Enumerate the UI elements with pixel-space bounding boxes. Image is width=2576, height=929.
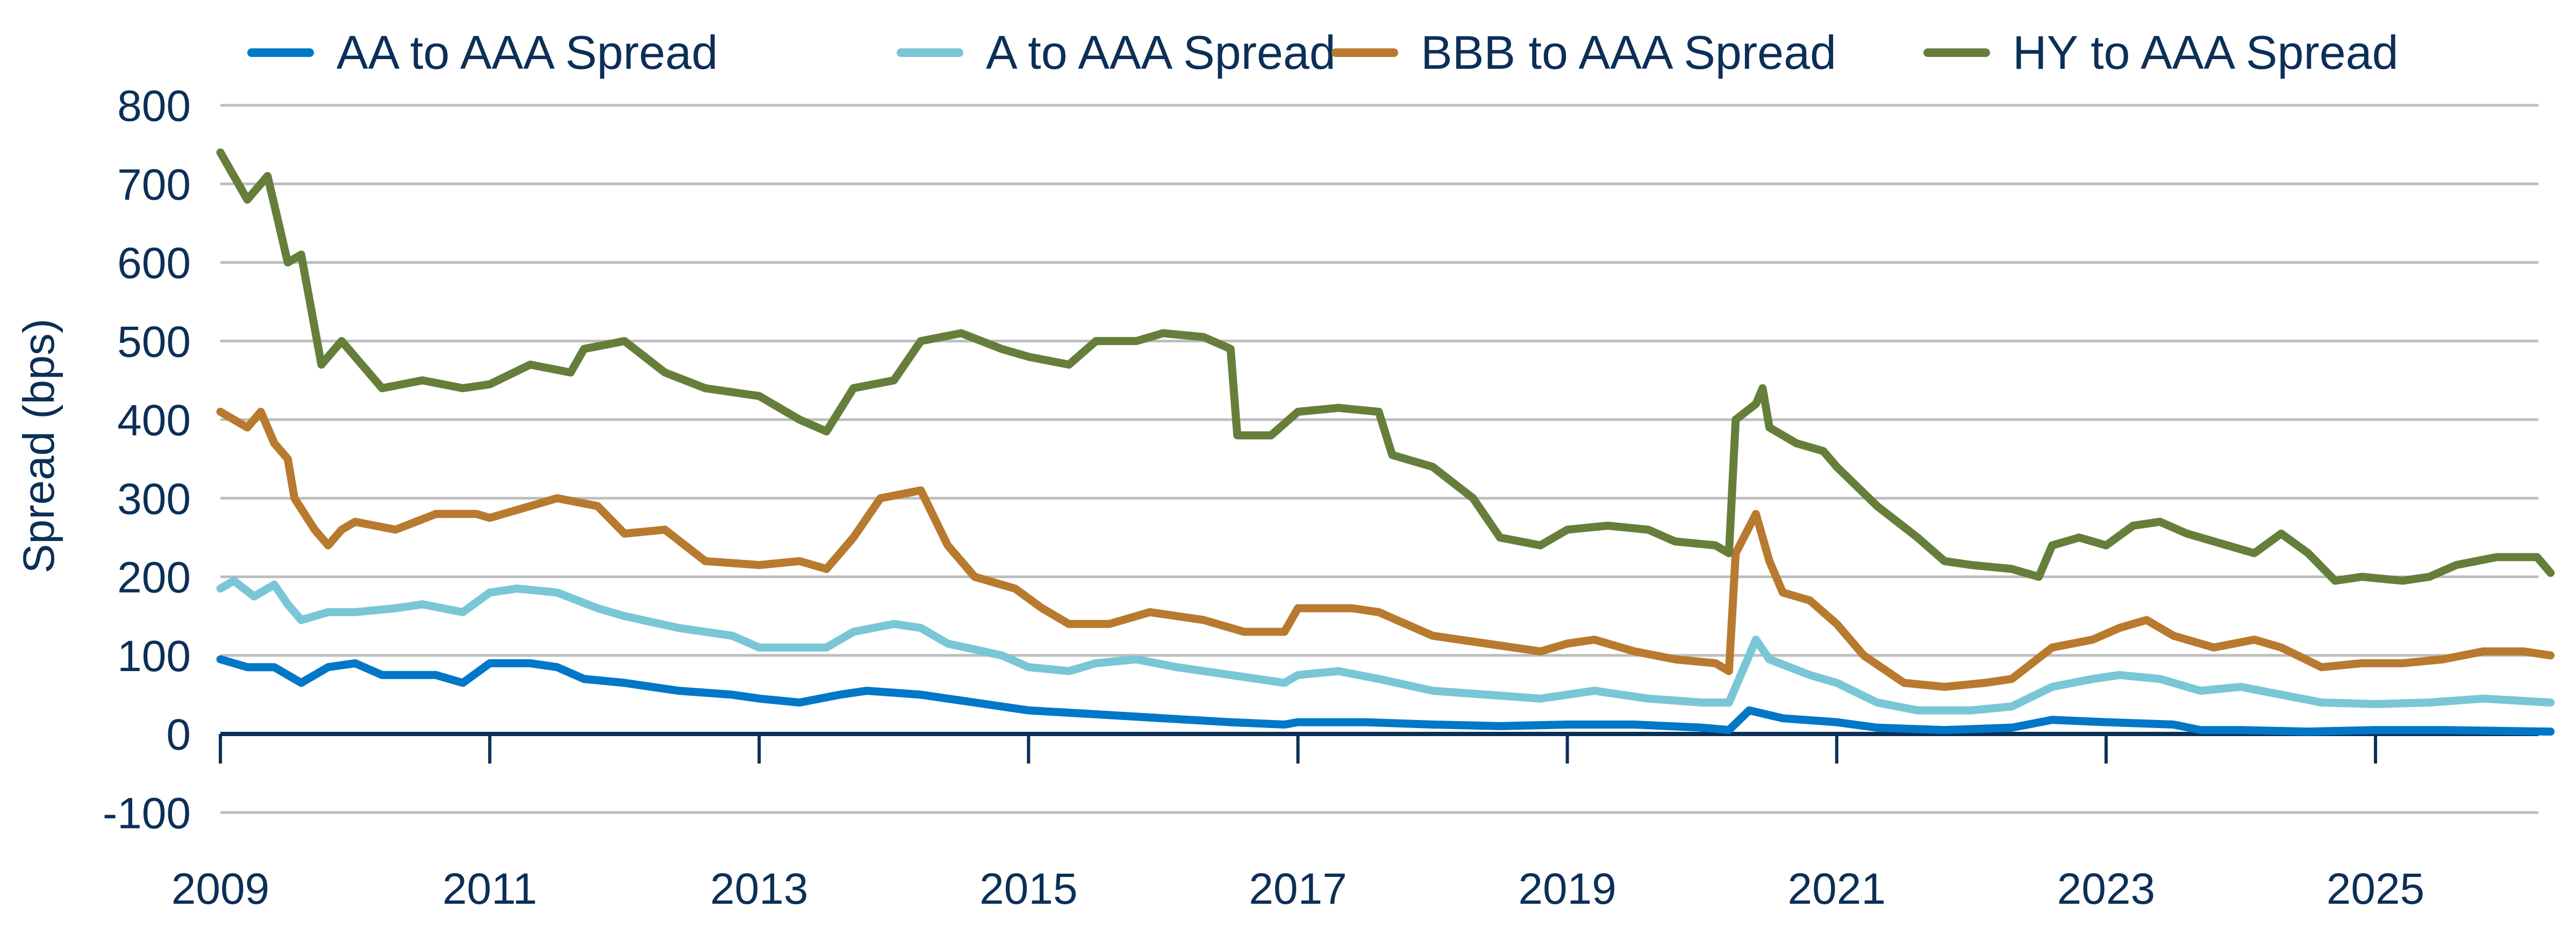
x-tick-label: 2021 — [1788, 865, 1886, 913]
series-lines — [216, 148, 2555, 736]
x-tick-label: 2015 — [979, 865, 1077, 913]
series-line-0 — [216, 655, 2555, 736]
y-tick-label: -100 — [103, 789, 191, 838]
x-tick-label: 2013 — [710, 865, 808, 913]
series-line-3 — [216, 148, 2555, 585]
x-tick-label: 2025 — [2327, 865, 2424, 913]
x-tick-label: 2009 — [171, 865, 269, 913]
y-axis-label: Spread (bps) — [15, 319, 63, 573]
x-axis: 2009 2011 2013 2015 2017 2019 2021 2023 2025 — [171, 732, 2538, 913]
legend-item: BBB to AAA Spread — [1332, 26, 1836, 79]
y-tick-label: 400 — [117, 396, 191, 445]
x-tick-label: 2017 — [1249, 865, 1347, 913]
legend-item: HY to AAA Spread — [1923, 26, 2399, 79]
y-axis-ticks: 800 700 600 500 400 300 200 100 0 -100 — [103, 82, 191, 838]
legend-label: AA to AAA Spread — [337, 26, 718, 79]
y-tick-label: 300 — [117, 474, 191, 523]
y-tick-label: 200 — [117, 553, 191, 602]
x-tick-label: 2023 — [2057, 865, 2155, 913]
y-tick-label: 100 — [117, 632, 191, 681]
y-tick-label: 700 — [117, 160, 191, 209]
x-tick-label: 2019 — [1518, 865, 1616, 913]
gridlines — [220, 104, 2538, 814]
series-line-1 — [216, 577, 2555, 715]
legend-label: BBB to AAA Spread — [1421, 26, 1836, 79]
legend-label: HY to AAA Spread — [2013, 26, 2399, 79]
y-tick-label: 800 — [117, 82, 191, 131]
legend-label: A to AAA Spread — [986, 26, 1336, 79]
series-line-2 — [216, 407, 2555, 691]
y-tick-label: 600 — [117, 239, 191, 288]
legend-item: AA to AAA Spread — [247, 26, 718, 79]
y-tick-label: 500 — [117, 318, 191, 366]
legend-item: A to AAA Spread — [897, 26, 1336, 79]
legend: AA to AAA Spread A to AAA Spread BBB to AA… — [247, 26, 2399, 79]
y-tick-label: 0 — [166, 710, 191, 759]
x-tick-label: 2011 — [442, 865, 537, 913]
